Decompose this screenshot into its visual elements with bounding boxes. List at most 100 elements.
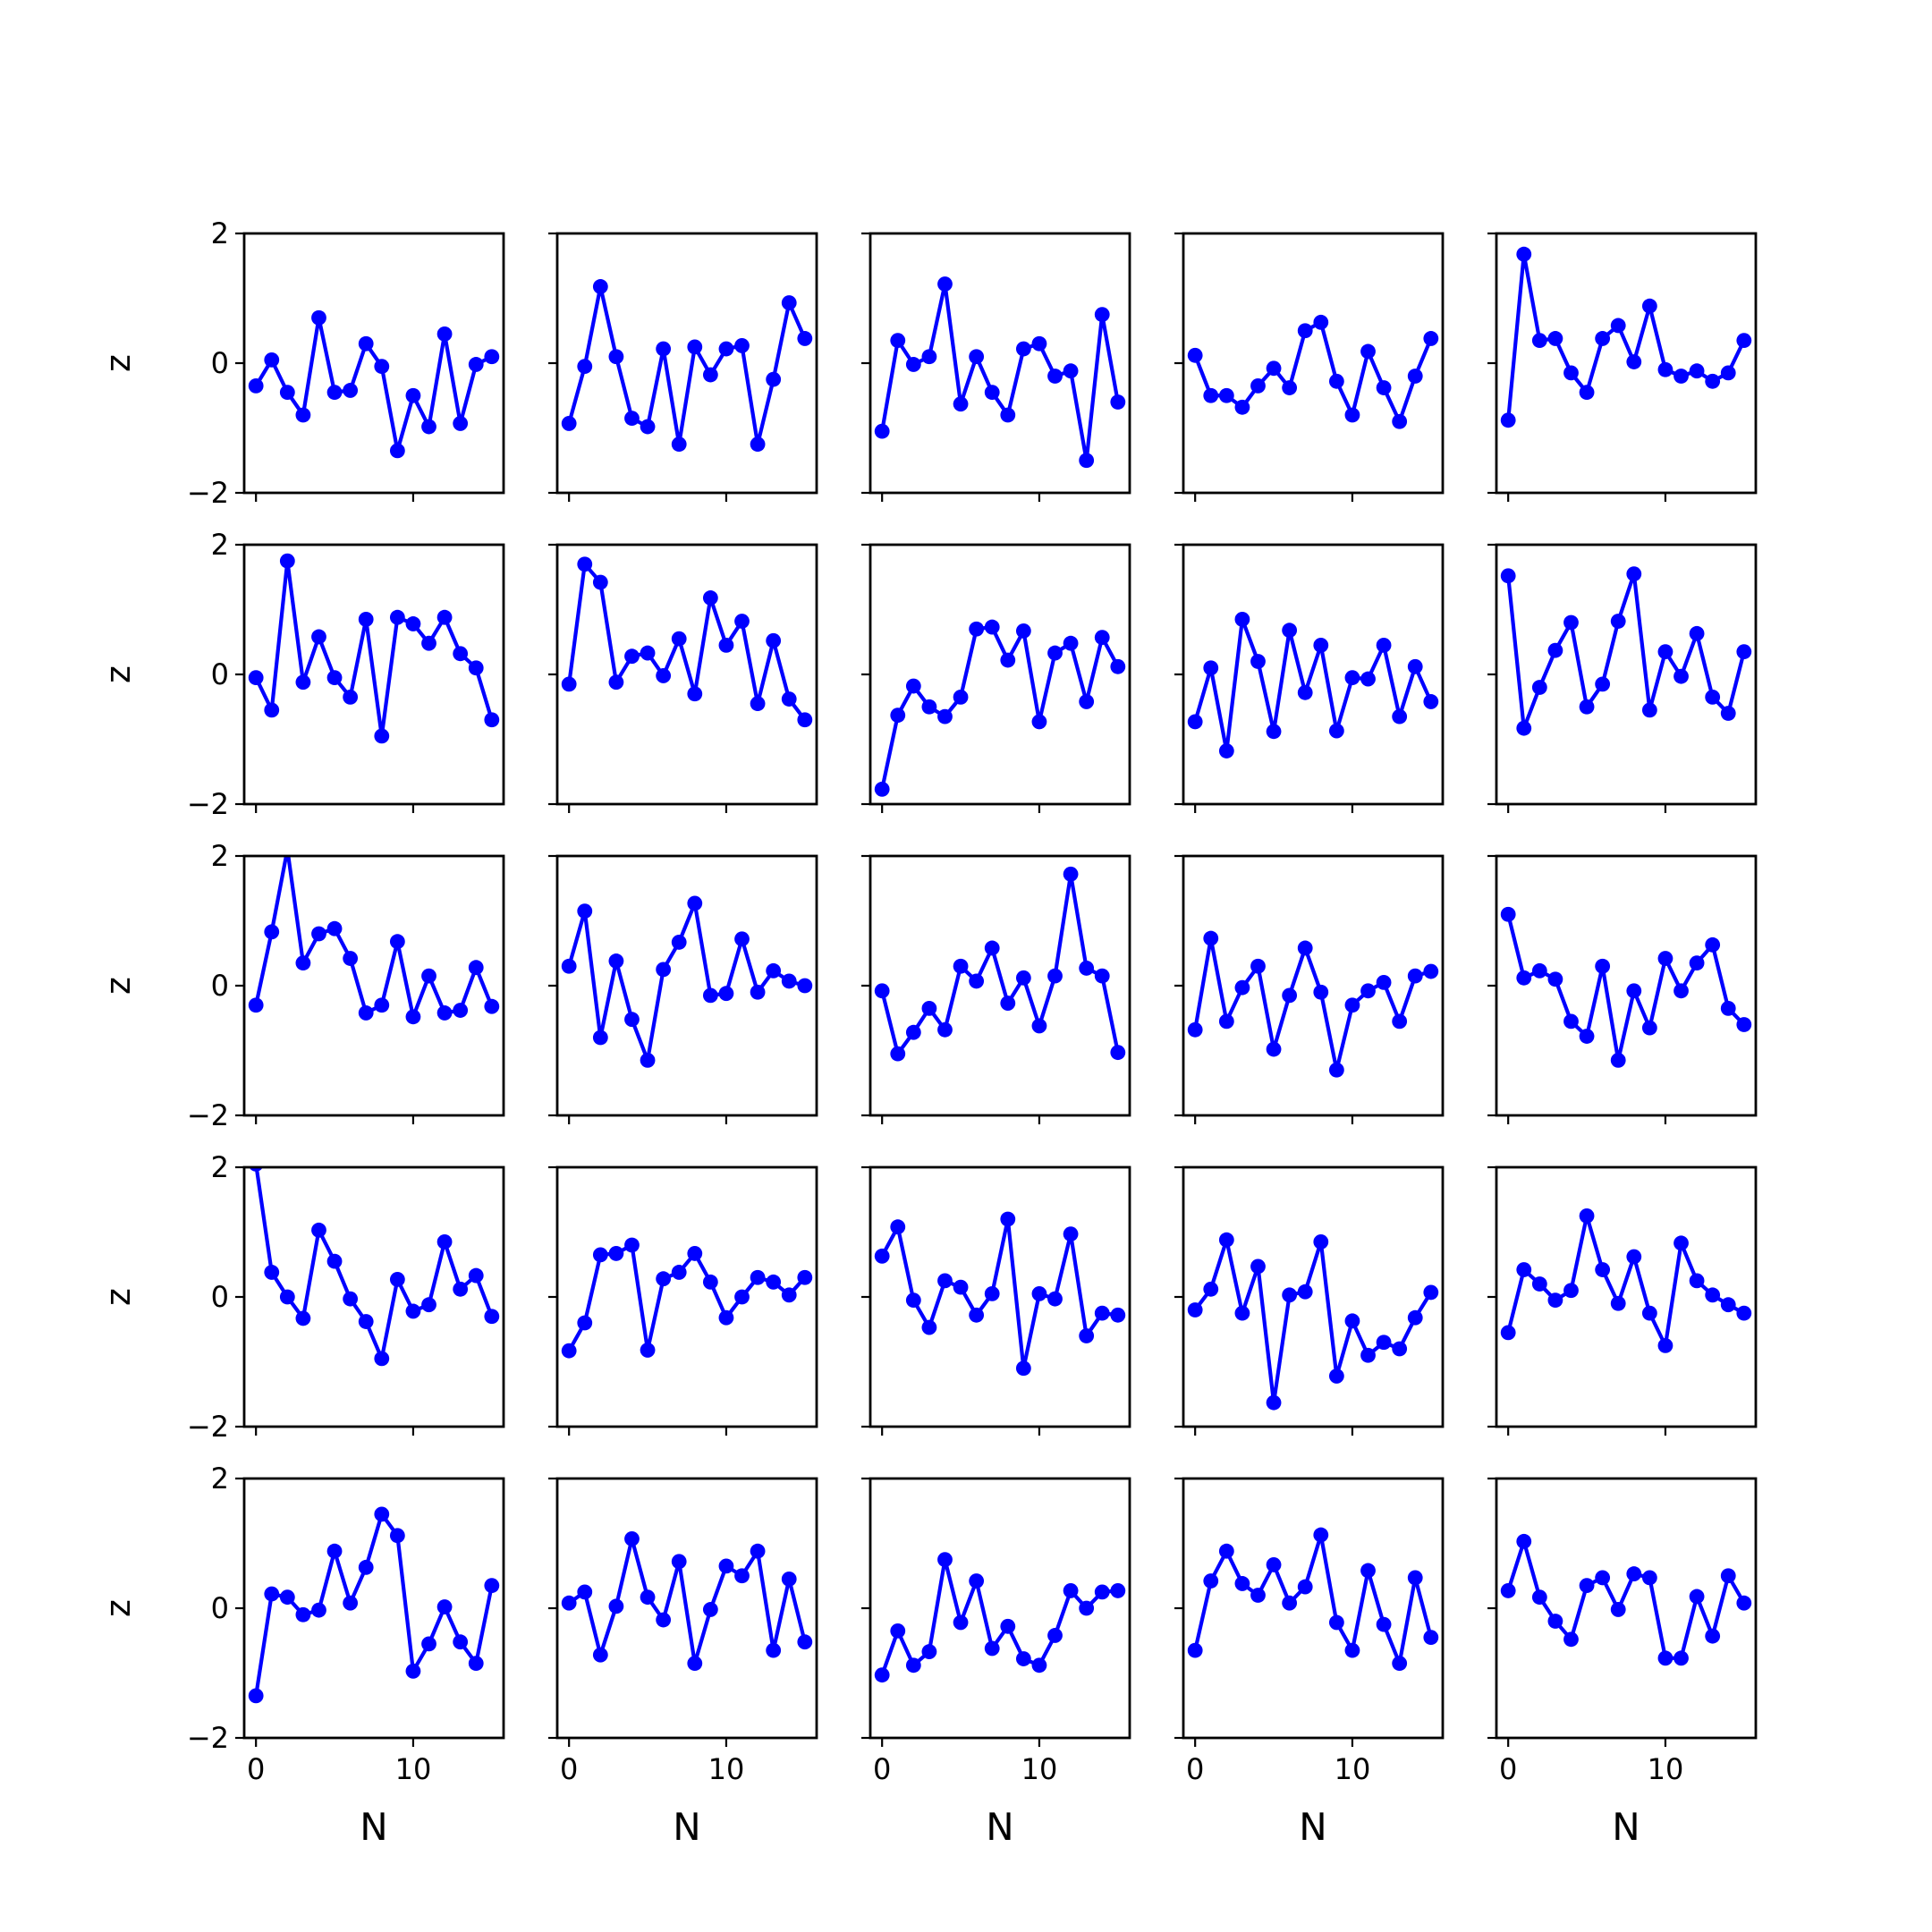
- data-point: [1674, 668, 1689, 684]
- series-line: [1193, 1238, 1433, 1405]
- data-point: [1110, 1045, 1126, 1061]
- data-point: [1266, 360, 1282, 377]
- data-point: [702, 1274, 718, 1290]
- x-tick-label: 0: [1499, 1752, 1517, 1786]
- subplot-r1-c2: [861, 543, 1131, 813]
- data-point: [295, 407, 311, 423]
- data-point: [1500, 906, 1516, 922]
- data-point: [1328, 723, 1344, 739]
- data-point: [453, 416, 469, 431]
- data-point: [750, 1269, 766, 1285]
- data-point: [468, 357, 484, 372]
- series-line: [1506, 1539, 1746, 1660]
- data-point: [1516, 720, 1532, 736]
- y-axis-label: z: [98, 1599, 138, 1617]
- data-point: [1657, 644, 1674, 660]
- data-point: [1282, 623, 1298, 639]
- data-point: [734, 338, 750, 353]
- data-point: [874, 1248, 890, 1264]
- y-tick-label: 2: [211, 1150, 229, 1184]
- data-point: [1736, 333, 1752, 349]
- data-point: [1015, 341, 1031, 357]
- subplot-r2-c2: [861, 854, 1131, 1124]
- data-point: [624, 1012, 640, 1028]
- data-point: [671, 1265, 687, 1280]
- data-point: [905, 357, 921, 372]
- data-point: [1595, 331, 1611, 346]
- data-point: [1360, 343, 1376, 360]
- series-group: [249, 1167, 500, 1367]
- data-point: [561, 958, 577, 974]
- data-point: [969, 349, 985, 365]
- data-point: [1015, 623, 1031, 639]
- data-point: [1360, 1563, 1376, 1579]
- series-group: [1500, 1208, 1752, 1353]
- subplot-r4-c3: 0 10 N: [1174, 1477, 1445, 1849]
- data-point: [718, 1558, 734, 1574]
- data-point: [1547, 971, 1563, 987]
- series-line: [567, 1242, 807, 1353]
- data-point: [326, 920, 343, 936]
- series-group: [874, 866, 1126, 1062]
- data-point: [1047, 369, 1063, 384]
- data-point: [561, 416, 577, 431]
- data-point: [358, 335, 374, 352]
- data-point: [1626, 1249, 1642, 1265]
- data-point: [374, 997, 390, 1013]
- data-point: [921, 1000, 937, 1016]
- data-point: [1344, 997, 1360, 1013]
- x-axis-label: N: [1299, 1805, 1326, 1849]
- series-line: [880, 1216, 1120, 1370]
- data-point: [969, 1307, 985, 1323]
- data-point: [750, 1543, 766, 1559]
- x-tick-label: 10: [1335, 1752, 1371, 1786]
- data-point: [484, 349, 500, 365]
- data-point: [874, 1667, 890, 1683]
- data-point: [905, 678, 921, 694]
- data-point: [1392, 708, 1408, 724]
- data-point: [718, 341, 734, 357]
- data-point: [248, 1688, 264, 1704]
- data-point: [984, 385, 1000, 401]
- series-line: [880, 1557, 1120, 1677]
- data-point: [561, 1343, 577, 1359]
- data-point: [1187, 1642, 1203, 1658]
- data-point: [1610, 1602, 1626, 1617]
- series-line: [880, 282, 1120, 462]
- data-point: [671, 1554, 687, 1570]
- data-point: [1031, 1285, 1047, 1301]
- data-point: [921, 1319, 937, 1335]
- data-point: [1344, 407, 1360, 423]
- subplot-r3-c0: −2 0 2 z: [98, 1150, 505, 1444]
- data-point: [1360, 671, 1376, 687]
- series-line: [254, 856, 494, 1019]
- y-tick-label: 0: [211, 1280, 229, 1314]
- data-point: [1705, 936, 1721, 953]
- data-point: [1563, 1631, 1579, 1648]
- data-point: [766, 1274, 782, 1290]
- data-point: [1313, 1527, 1329, 1543]
- subplot-r0-c0: −2 0 2 z: [98, 216, 505, 510]
- subplot-r4-c0: −2 0 2 0 10 z N: [98, 1462, 505, 1849]
- data-point: [671, 436, 687, 453]
- data-point: [1376, 1335, 1392, 1351]
- data-point: [953, 689, 969, 705]
- data-point: [1674, 983, 1689, 999]
- data-point: [1266, 724, 1282, 740]
- data-point: [577, 359, 593, 375]
- data-point: [718, 986, 734, 1002]
- data-point: [1063, 866, 1079, 882]
- data-point: [1423, 1630, 1439, 1646]
- data-point: [624, 648, 640, 665]
- data-point: [890, 333, 906, 349]
- data-point: [1234, 399, 1250, 415]
- data-point: [937, 276, 953, 292]
- data-point: [1031, 335, 1047, 352]
- series-group: [1500, 906, 1752, 1068]
- data-point: [343, 951, 359, 966]
- y-tick-label: 0: [211, 969, 229, 1003]
- subplot-r1-c3: [1174, 543, 1445, 813]
- data-point: [1094, 1584, 1110, 1600]
- series-group: [561, 1531, 813, 1672]
- data-point: [279, 1289, 295, 1305]
